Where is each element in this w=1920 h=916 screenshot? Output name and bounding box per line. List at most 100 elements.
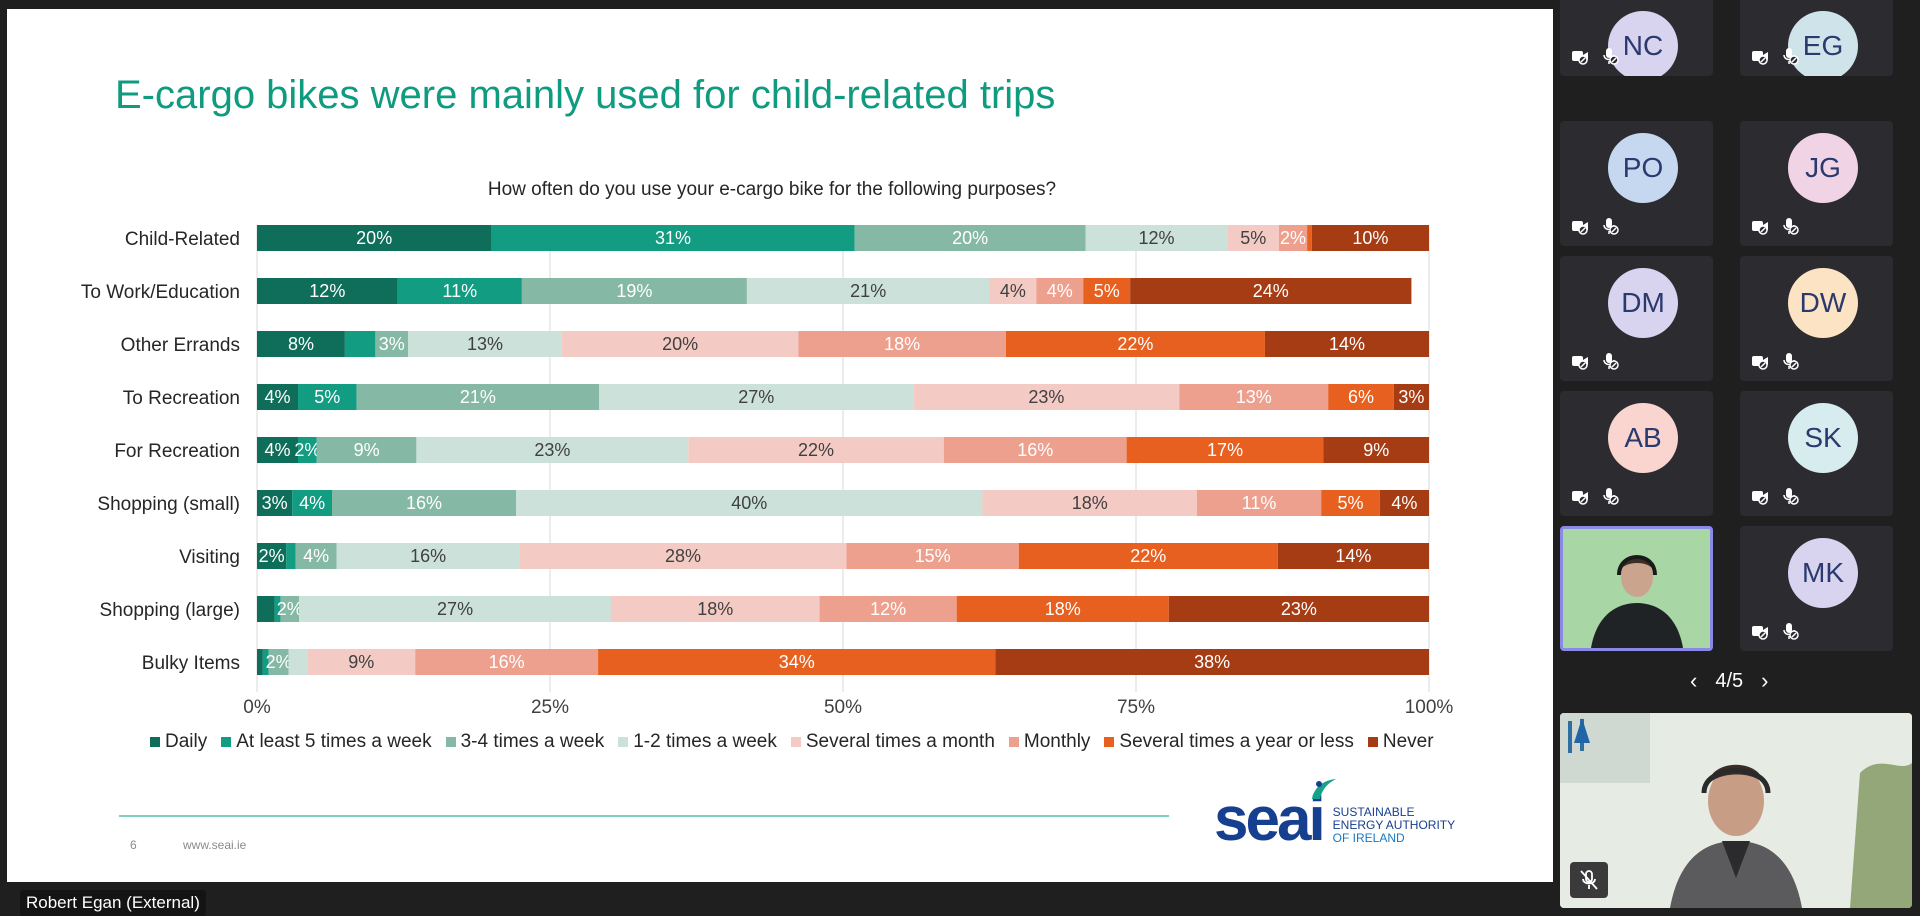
bar-segment [1321, 490, 1380, 516]
page-indicator: 4/5 [1715, 669, 1744, 692]
data-label: 12% [309, 281, 345, 301]
bar-segment [356, 384, 600, 410]
data-label: 12% [1138, 228, 1174, 248]
x-tick-label: 100% [1405, 697, 1454, 718]
legend-label: At least 5 times a week [236, 731, 432, 752]
bar-segment [519, 543, 847, 569]
category-label: For Recreation [114, 441, 240, 462]
avatar: MK [1788, 538, 1858, 608]
bar-segment [1264, 331, 1429, 357]
legend-item: 1-2 times a week [618, 731, 777, 753]
bar-segment [1168, 596, 1429, 622]
video-off-icon [1750, 621, 1770, 641]
bar-segment [1307, 225, 1312, 251]
data-label: 18% [1045, 599, 1081, 619]
data-label: 9% [354, 440, 380, 460]
category-label: Other Errands [121, 335, 240, 356]
avatar: DM [1608, 268, 1678, 338]
seai-tagline: SUSTAINABLE ENERGY AUTHORITY OF IRELAND [1333, 806, 1455, 845]
chart-title: How often do you use your e-cargo bike f… [487, 179, 1057, 200]
bar-segment [516, 490, 983, 516]
bar-segment [344, 331, 376, 357]
data-label: 16% [1017, 440, 1053, 460]
participant-tile[interactable]: AB [1560, 391, 1713, 516]
legend-item: Daily [150, 731, 207, 753]
data-label: 31% [655, 228, 691, 248]
bar-segment [521, 278, 747, 304]
bar-segment [268, 649, 289, 675]
data-label: 5% [314, 387, 340, 407]
presenter-video [1560, 713, 1912, 908]
data-label: 21% [850, 281, 886, 301]
tagline-line-3: OF IRELAND [1332, 831, 1405, 845]
participant-tile[interactable]: MK [1740, 526, 1893, 651]
data-label: 2% [1280, 228, 1306, 248]
tagline-line-1: SUSTAINABLE [1332, 805, 1415, 819]
slide-title: E-cargo bikes were mainly used for child… [115, 73, 1056, 117]
participant-tile[interactable]: DM [1560, 256, 1713, 381]
data-label: 15% [915, 546, 951, 566]
category-label: Child-Related [125, 229, 240, 250]
data-label: 18% [697, 599, 733, 619]
category-label: To Work/Education [81, 282, 240, 303]
x-tick-label: 75% [1117, 697, 1155, 718]
participant-tile[interactable]: NC [1560, 0, 1713, 76]
legend-label: 1-2 times a week [633, 731, 777, 752]
participant-tile[interactable]: PO [1560, 121, 1713, 246]
bar-segment [316, 437, 417, 463]
footer-url: www.seai.ie [183, 838, 247, 852]
data-label: 20% [662, 334, 698, 354]
data-label: 20% [356, 228, 392, 248]
previous-page-button[interactable]: ‹ [1690, 668, 1698, 693]
category-label: Visiting [179, 547, 240, 568]
data-label: 21% [460, 387, 496, 407]
x-tick-label: 50% [824, 697, 862, 718]
participant-tile[interactable]: EG [1740, 0, 1893, 76]
avatar: EG [1788, 11, 1858, 76]
next-page-button[interactable]: › [1761, 668, 1769, 693]
data-label: 22% [798, 440, 834, 460]
data-label: 4% [265, 440, 291, 460]
legend-item: Monthly [1008, 731, 1091, 753]
active-speaker-tile[interactable] [1560, 526, 1713, 651]
tile-status-icons [1570, 46, 1620, 66]
data-label: 2% [259, 546, 285, 566]
seai-logo: seai SUSTAINABLE ENERGY AUTHORITY OF IRE… [1214, 779, 1455, 851]
bar-segment [408, 331, 562, 357]
bar-segment [274, 596, 281, 622]
data-label: 2% [266, 652, 292, 672]
video-off-icon [1750, 46, 1770, 66]
mic-off-icon[interactable] [1570, 862, 1608, 898]
data-label: 22% [1117, 334, 1153, 354]
data-label: 3% [379, 334, 405, 354]
participant-tile[interactable]: SK [1740, 391, 1893, 516]
data-label: 11% [1242, 493, 1277, 513]
bar-segment [1005, 331, 1265, 357]
bar-segment [854, 225, 1086, 251]
video-off-icon [1750, 351, 1770, 371]
data-label: 8% [288, 334, 314, 354]
participant-tile[interactable]: DW [1740, 256, 1893, 381]
bar-segment [995, 649, 1429, 675]
bar-segment [956, 596, 1169, 622]
legend-label: Several times a month [805, 731, 995, 752]
data-label: 28% [665, 546, 701, 566]
bar-segment [1278, 225, 1308, 251]
self-view-video[interactable] [1560, 713, 1912, 908]
data-label: 6% [1348, 387, 1374, 407]
bar-segment [375, 331, 409, 357]
data-label: 40% [731, 493, 767, 513]
bar-segment [1083, 278, 1131, 304]
category-label: Bulky Items [142, 653, 240, 674]
bar-segment [1085, 225, 1228, 251]
tile-status-icons [1750, 351, 1800, 371]
bar-segment [598, 649, 996, 675]
bar-segment [292, 490, 333, 516]
legend-label: Monthly [1023, 731, 1091, 752]
bar-segment [943, 437, 1127, 463]
participant-tile[interactable]: JG [1740, 121, 1893, 246]
tile-status-icons [1570, 351, 1620, 371]
legend-label: Never [1382, 731, 1434, 752]
mic-off-icon [1600, 351, 1620, 371]
data-label: 14% [1335, 546, 1371, 566]
